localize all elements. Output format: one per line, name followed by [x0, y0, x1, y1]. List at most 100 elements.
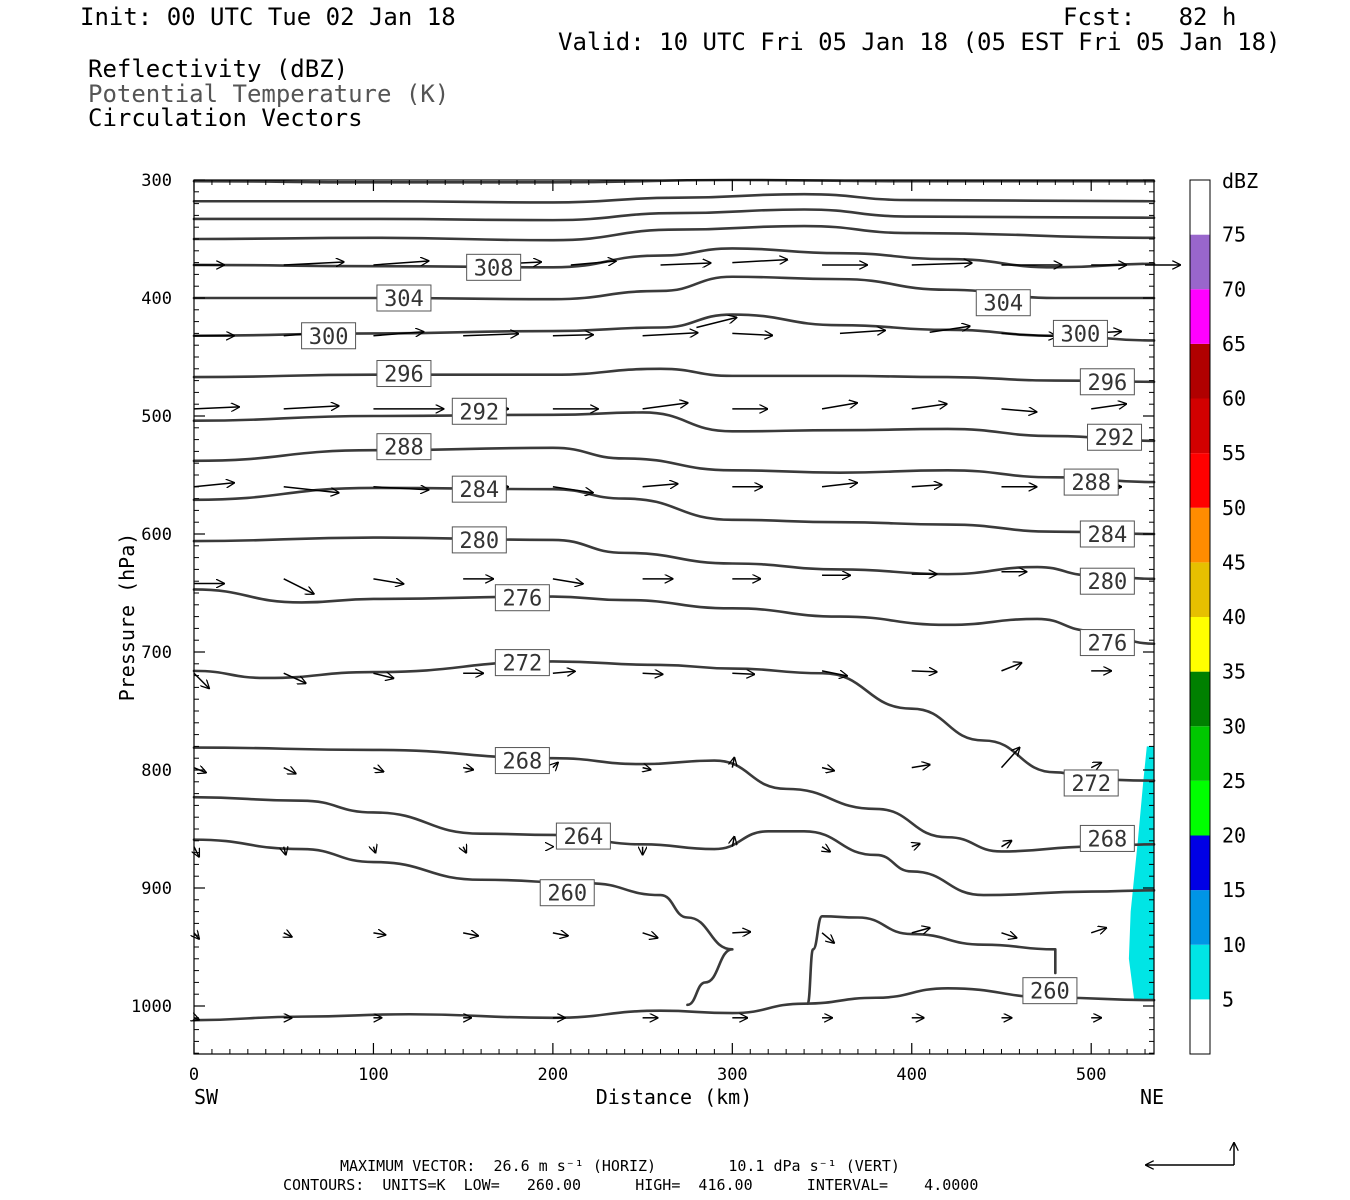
- contour-label-260: 260: [547, 882, 587, 907]
- circulation-vector-66: [1001, 663, 1021, 672]
- x-end-ne: NE: [1140, 1085, 1164, 1109]
- circulation-vector-14: [373, 332, 423, 336]
- circulation-vector-73: [643, 768, 651, 770]
- contour-label-box-16: [1079, 629, 1135, 657]
- contour-label-296: 296: [1087, 371, 1127, 396]
- colorbar-swatch-14: [1190, 234, 1210, 290]
- colorbar-swatch-11: [1190, 398, 1210, 454]
- circulation-vector-90: [284, 933, 292, 937]
- y-tick-label: 700: [141, 643, 172, 663]
- colorbar-level-label: 10: [1222, 933, 1246, 957]
- circulation-vector-24: [193, 407, 239, 409]
- circulation-vector-72: [553, 763, 558, 768]
- theta-contour-272-13: [192, 660, 1156, 782]
- colorbar-level-label: 50: [1222, 496, 1246, 520]
- circulation-vector-63: [732, 673, 754, 674]
- contour-label-304: 304: [384, 287, 424, 312]
- circulation-vector-96: [821, 932, 834, 943]
- contour-label-box-17: [494, 649, 550, 677]
- circulation-vector-1: [283, 262, 344, 265]
- circulation-vector-95: [732, 932, 750, 933]
- circulation-vector-88: [1001, 841, 1011, 847]
- contour-label-304: 304: [983, 292, 1023, 317]
- y-axis-label: Pressure (hPa): [115, 533, 139, 702]
- circulation-vector-34: [1091, 404, 1126, 410]
- y-tick-label: 300: [141, 171, 172, 191]
- contour-label-284: 284: [459, 478, 499, 503]
- contour-label-280: 280: [459, 529, 499, 554]
- circulation-vector-48: [373, 579, 403, 584]
- circulation-vector-89: [194, 933, 199, 939]
- circulation-vector-2: [373, 261, 428, 265]
- contour-label-box-22: [539, 879, 595, 907]
- y-tick-label: 900: [141, 879, 172, 899]
- contour-label-292: 292: [1095, 426, 1135, 451]
- circulation-vector-32: [911, 404, 947, 410]
- theta-contour-260-18: [192, 987, 1156, 1022]
- circulation-vector-93: [552, 933, 568, 936]
- contour-label-300: 300: [1061, 322, 1101, 347]
- circulation-vector-86: [822, 847, 830, 852]
- contour-label-292: 292: [459, 400, 499, 425]
- y-tick-label: 400: [141, 289, 172, 309]
- circulation-vector-18: [696, 318, 736, 329]
- colorbar-swatch-1: [1190, 944, 1210, 1000]
- field-circulation-vectors: Circulation Vectors: [88, 104, 363, 132]
- contour-label-box-13: [451, 526, 507, 554]
- theta-contour-268-14: [192, 746, 1156, 853]
- contour-label-276: 276: [1087, 632, 1127, 657]
- colorbar-swatch-10: [1190, 453, 1210, 508]
- circulation-vector-33: [1001, 409, 1036, 412]
- contour-label-box-2: [975, 289, 1031, 317]
- circulation-vector-92: [463, 933, 478, 936]
- colorbar-level-label: 20: [1222, 824, 1246, 848]
- x-tick-label: 200: [538, 1065, 569, 1085]
- contour-label-296: 296: [384, 363, 424, 388]
- contour-label-box-7: [451, 397, 507, 425]
- circulation-vector-75: [821, 768, 834, 771]
- circulation-vector-74: [732, 758, 734, 768]
- contour-label-308: 308: [474, 256, 514, 281]
- circulation-vector-98: [1001, 933, 1016, 938]
- contour-label-box-6: [1079, 368, 1135, 396]
- colorbar-level-label: 25: [1222, 769, 1246, 793]
- valid-time: Valid: 10 UTC Fri 05 Jan 18 (05 EST Fri …: [558, 28, 1281, 56]
- circulation-vector-6: [732, 260, 787, 263]
- circulation-vector-43: [911, 485, 942, 487]
- colorbar-swatch-8: [1190, 562, 1210, 617]
- colorbar-level-label: 55: [1222, 441, 1246, 465]
- theta-contour-312-2: [192, 208, 1156, 222]
- theta-contour-296-7: [192, 367, 1156, 384]
- x-tick-label: 500: [1076, 1065, 1107, 1085]
- circulation-vector-99: [1090, 928, 1106, 933]
- colorbar-swatch-6: [1190, 671, 1210, 727]
- circulation-vector-50: [552, 579, 583, 584]
- circulation-vector-69: [283, 768, 296, 774]
- circulation-vector-65: [911, 671, 937, 672]
- reflectivity-area-0: [1128, 746, 1154, 1001]
- colorbar-swatch-13: [1190, 289, 1210, 344]
- circulation-vector-15: [463, 334, 518, 336]
- contour-label-288: 288: [1071, 471, 1111, 496]
- contour-label-box-0: [466, 253, 522, 281]
- field-potential-temperature: Potential Temperature (K): [88, 80, 450, 108]
- circulation-vector-97: [911, 928, 930, 933]
- contour-label-box-5: [376, 360, 432, 388]
- circulation-vector-20: [839, 330, 885, 333]
- colorbar-swatch-7: [1190, 617, 1210, 672]
- colorbar-level-label: 40: [1222, 605, 1246, 629]
- circulation-vector-76: [911, 765, 930, 768]
- circulation-vector-78: [1090, 763, 1101, 768]
- circulation-vector-87: [912, 844, 920, 847]
- y-tick-label: 500: [141, 407, 172, 427]
- contours-info-line: CONTOURS: UNITS=K LOW= 260.00 HIGH= 416.…: [283, 1176, 979, 1194]
- theta-contour-264-15: [192, 795, 1156, 897]
- colorbar-swatch-3: [1190, 835, 1210, 891]
- colorbar-level-label: 15: [1222, 878, 1246, 902]
- contour-label-box-4: [1052, 319, 1108, 347]
- contour-label-box-10: [1063, 468, 1119, 496]
- colorbar-swatch-9: [1190, 507, 1210, 563]
- contour-label-box-19: [494, 747, 550, 775]
- y-tick-label: 1000: [131, 997, 172, 1017]
